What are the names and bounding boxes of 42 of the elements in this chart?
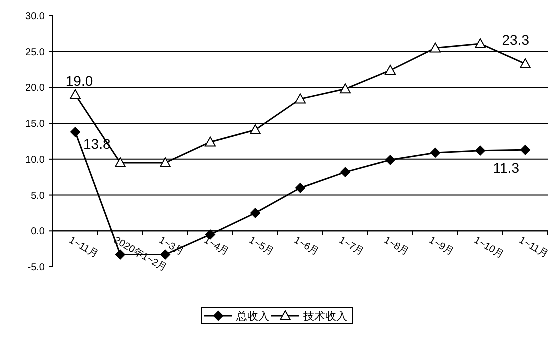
point bbox=[340, 84, 351, 94]
point bbox=[296, 183, 306, 194]
y-tick-label: 30.0 bbox=[26, 12, 46, 22]
y-tick-label: 5.0 bbox=[31, 190, 46, 202]
point bbox=[475, 38, 486, 48]
point bbox=[386, 155, 396, 166]
x-tick-label: 1~6月 bbox=[292, 235, 321, 258]
point bbox=[476, 146, 486, 156]
legend-label: 总收入 bbox=[236, 310, 270, 323]
point bbox=[70, 89, 81, 100]
point bbox=[160, 158, 171, 168]
point bbox=[340, 167, 350, 178]
point bbox=[385, 65, 396, 76]
x-tick-label: 1~4月 bbox=[202, 235, 231, 258]
data-label: 11.3 bbox=[493, 160, 520, 176]
x-tick-label: 1~7月 bbox=[337, 235, 366, 258]
point bbox=[430, 42, 441, 53]
point bbox=[520, 58, 531, 69]
x-tick-label: 1~9月 bbox=[427, 235, 456, 258]
x-tick-label: 1~5月 bbox=[247, 235, 276, 258]
x-tick-label: 1~11月 bbox=[517, 235, 550, 261]
point bbox=[295, 94, 306, 104]
x-tick-label: 1~10月 bbox=[472, 235, 506, 262]
x-tick-label: 1~8月 bbox=[382, 235, 411, 258]
point bbox=[115, 158, 126, 168]
point bbox=[430, 148, 440, 158]
point bbox=[160, 250, 170, 260]
y-tick-label: 15.0 bbox=[26, 119, 46, 130]
y-tick-label: 25.0 bbox=[26, 47, 46, 58]
y-tick-label: 20.0 bbox=[26, 83, 46, 94]
point bbox=[250, 124, 261, 135]
point bbox=[70, 127, 80, 138]
y-tick-label: 10.0 bbox=[26, 154, 46, 166]
point bbox=[250, 208, 260, 218]
legend-label: 技术收入 bbox=[302, 310, 348, 323]
point bbox=[205, 136, 216, 147]
data-label: 23.3 bbox=[502, 32, 530, 48]
point bbox=[520, 145, 530, 156]
data-label: 19.0 bbox=[66, 72, 94, 89]
x-tick-label: 1~11月 bbox=[67, 235, 100, 261]
y-tick-label: -5.0 bbox=[28, 262, 46, 274]
y-tick-label: 0.0 bbox=[31, 226, 46, 238]
